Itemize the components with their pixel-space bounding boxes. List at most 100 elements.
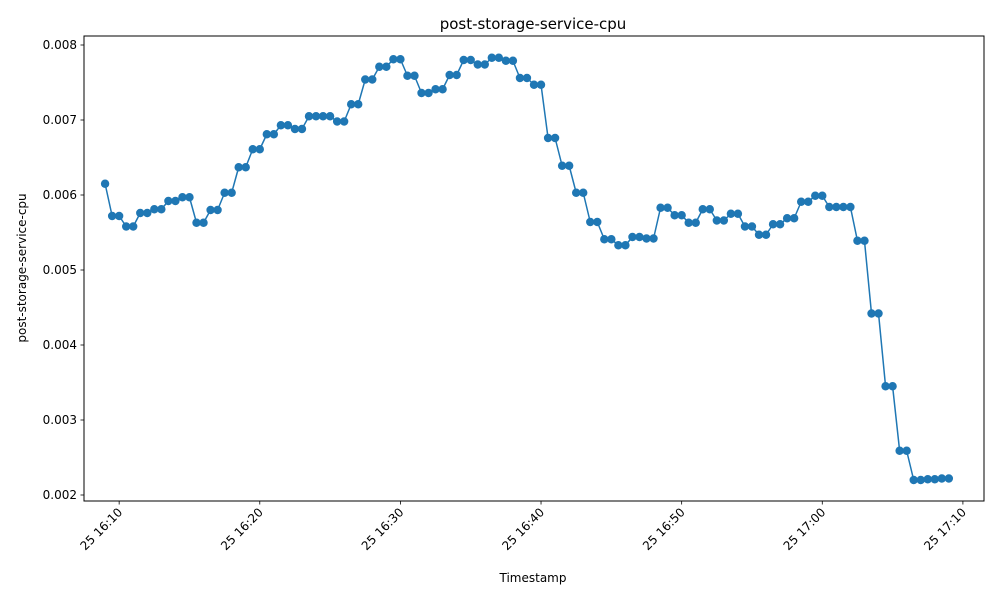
data-point [579, 188, 588, 197]
data-point [670, 211, 679, 220]
data-point [227, 188, 236, 197]
data-point [431, 85, 440, 94]
data-point [944, 474, 954, 483]
data-point [494, 53, 504, 62]
data-point [297, 124, 307, 134]
data-point [171, 196, 180, 206]
y-tick-label: 0.008 [43, 38, 77, 52]
data-point [107, 211, 117, 221]
data-point [825, 202, 834, 212]
data-point [276, 121, 286, 130]
data-point [403, 71, 412, 80]
x-tick-label: 25 16:40 [499, 505, 547, 553]
data-point [937, 474, 947, 483]
data-point [262, 130, 272, 139]
data-point [874, 309, 883, 318]
data-point [796, 197, 806, 206]
data-point [846, 202, 855, 212]
y-axis-label: post-storage-service-cpu [15, 193, 29, 342]
data-point [614, 241, 623, 250]
data-point [607, 235, 616, 244]
data-point [586, 217, 595, 227]
data-point [916, 475, 925, 485]
data-point [923, 475, 932, 484]
data-point [789, 214, 799, 223]
data-point [248, 145, 257, 154]
data-point [719, 216, 729, 225]
x-tick-label: 25 16:50 [640, 505, 688, 553]
data-point [684, 218, 693, 227]
data-point [311, 112, 321, 121]
data-point [143, 208, 152, 218]
data-point [557, 161, 567, 170]
data-point [417, 88, 426, 98]
data-point [768, 220, 778, 229]
x-tick-label: 25 16:10 [77, 505, 125, 553]
data-point [895, 446, 904, 455]
data-point [473, 60, 482, 69]
series-line [104, 57, 949, 481]
data-point [192, 218, 201, 227]
data-point [121, 222, 131, 231]
data-point [818, 191, 827, 200]
data-point [339, 117, 349, 126]
data-point [677, 211, 686, 220]
data-point [663, 203, 672, 212]
y-tick-label: 0.004 [43, 338, 77, 352]
data-point [621, 241, 630, 250]
data-point [642, 234, 651, 243]
data-point [839, 202, 848, 212]
data-point [255, 145, 264, 154]
data-point [698, 205, 707, 214]
data-point [332, 117, 342, 126]
chart-title: post-storage-service-cpu [440, 15, 627, 33]
data-point [136, 208, 145, 218]
data-point [100, 179, 110, 188]
data-point [867, 309, 876, 318]
data-point [346, 100, 356, 109]
data-point [164, 196, 173, 206]
series-layer [100, 53, 954, 485]
data-point [459, 55, 468, 65]
data-point [283, 121, 293, 130]
data-point [628, 232, 637, 242]
data-point [234, 163, 243, 172]
data-point [860, 236, 869, 245]
x-tick-label: 25 16:20 [218, 505, 266, 553]
data-point [909, 475, 918, 485]
data-point [368, 75, 377, 84]
data-point [571, 188, 581, 197]
data-point [600, 235, 609, 244]
data-point [550, 133, 560, 143]
data-point [213, 205, 222, 215]
data-point [304, 112, 314, 121]
data-point [804, 197, 813, 206]
data-point [438, 85, 447, 94]
data-point [881, 382, 890, 391]
x-axis-label: Timestamp [499, 571, 567, 585]
data-point [157, 205, 166, 214]
data-point [691, 218, 700, 227]
data-point [452, 70, 461, 80]
data-point [410, 71, 419, 80]
data-point [178, 193, 187, 202]
data-point [466, 55, 475, 65]
data-point [150, 205, 159, 214]
data-point [241, 163, 250, 172]
data-point [930, 475, 939, 484]
data-point [185, 193, 194, 202]
data-point [761, 230, 771, 239]
x-axis: 25 16:10 25 16:20 25 16:30 25 16:40 25 16:50… [77, 501, 969, 553]
data-point [782, 214, 792, 223]
y-tick-label: 0.003 [43, 413, 77, 427]
x-tick-label: 25 17:00 [781, 505, 829, 553]
data-point [740, 222, 750, 231]
plot-frame [83, 35, 985, 502]
data-point [733, 209, 743, 218]
data-point [775, 220, 785, 229]
data-point [325, 112, 335, 121]
data-point [445, 70, 454, 80]
data-point [656, 203, 665, 212]
data-point [424, 88, 433, 98]
